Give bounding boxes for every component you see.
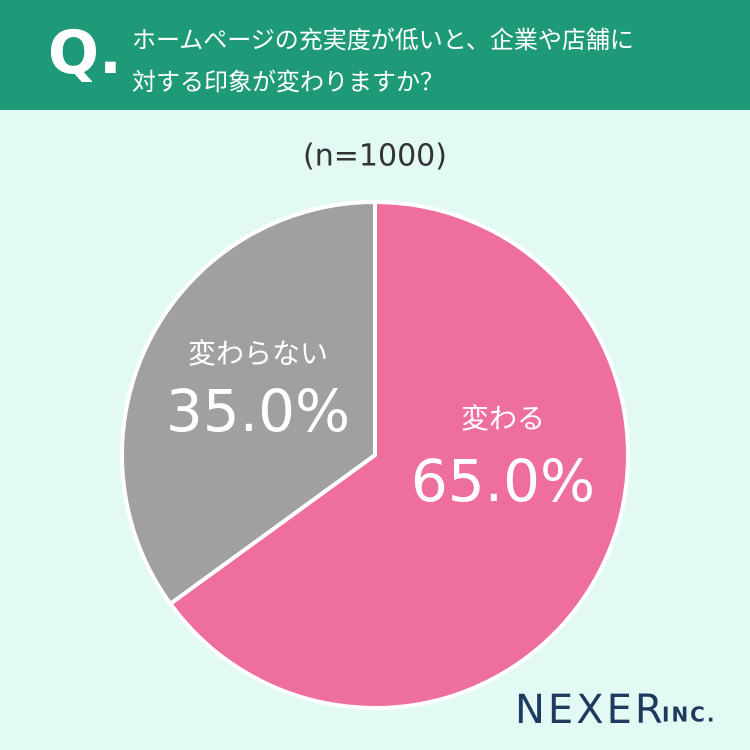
question-line: ホームページの充実度が低いと、企業や店舗に xyxy=(132,26,634,54)
pie-slice xyxy=(120,199,377,607)
slice-label: 変わらない xyxy=(188,337,328,370)
q-mark: Q. xyxy=(48,18,122,88)
brand: NEXER xyxy=(515,687,666,733)
pie-slice xyxy=(167,199,630,710)
question-line: 対する印象が変わりますか？ xyxy=(132,68,444,96)
brand-suffix: INC. xyxy=(662,703,716,727)
subtitle: (n=1000) xyxy=(303,139,447,174)
slice-label: 変わる xyxy=(461,402,545,435)
value-label: 65.0% xyxy=(411,447,595,515)
value-label: 35.0% xyxy=(166,377,350,445)
header: Q. ホームページの充実度が低いと、企業や店舗に 対する印象が変わりますか？ xyxy=(0,0,750,110)
